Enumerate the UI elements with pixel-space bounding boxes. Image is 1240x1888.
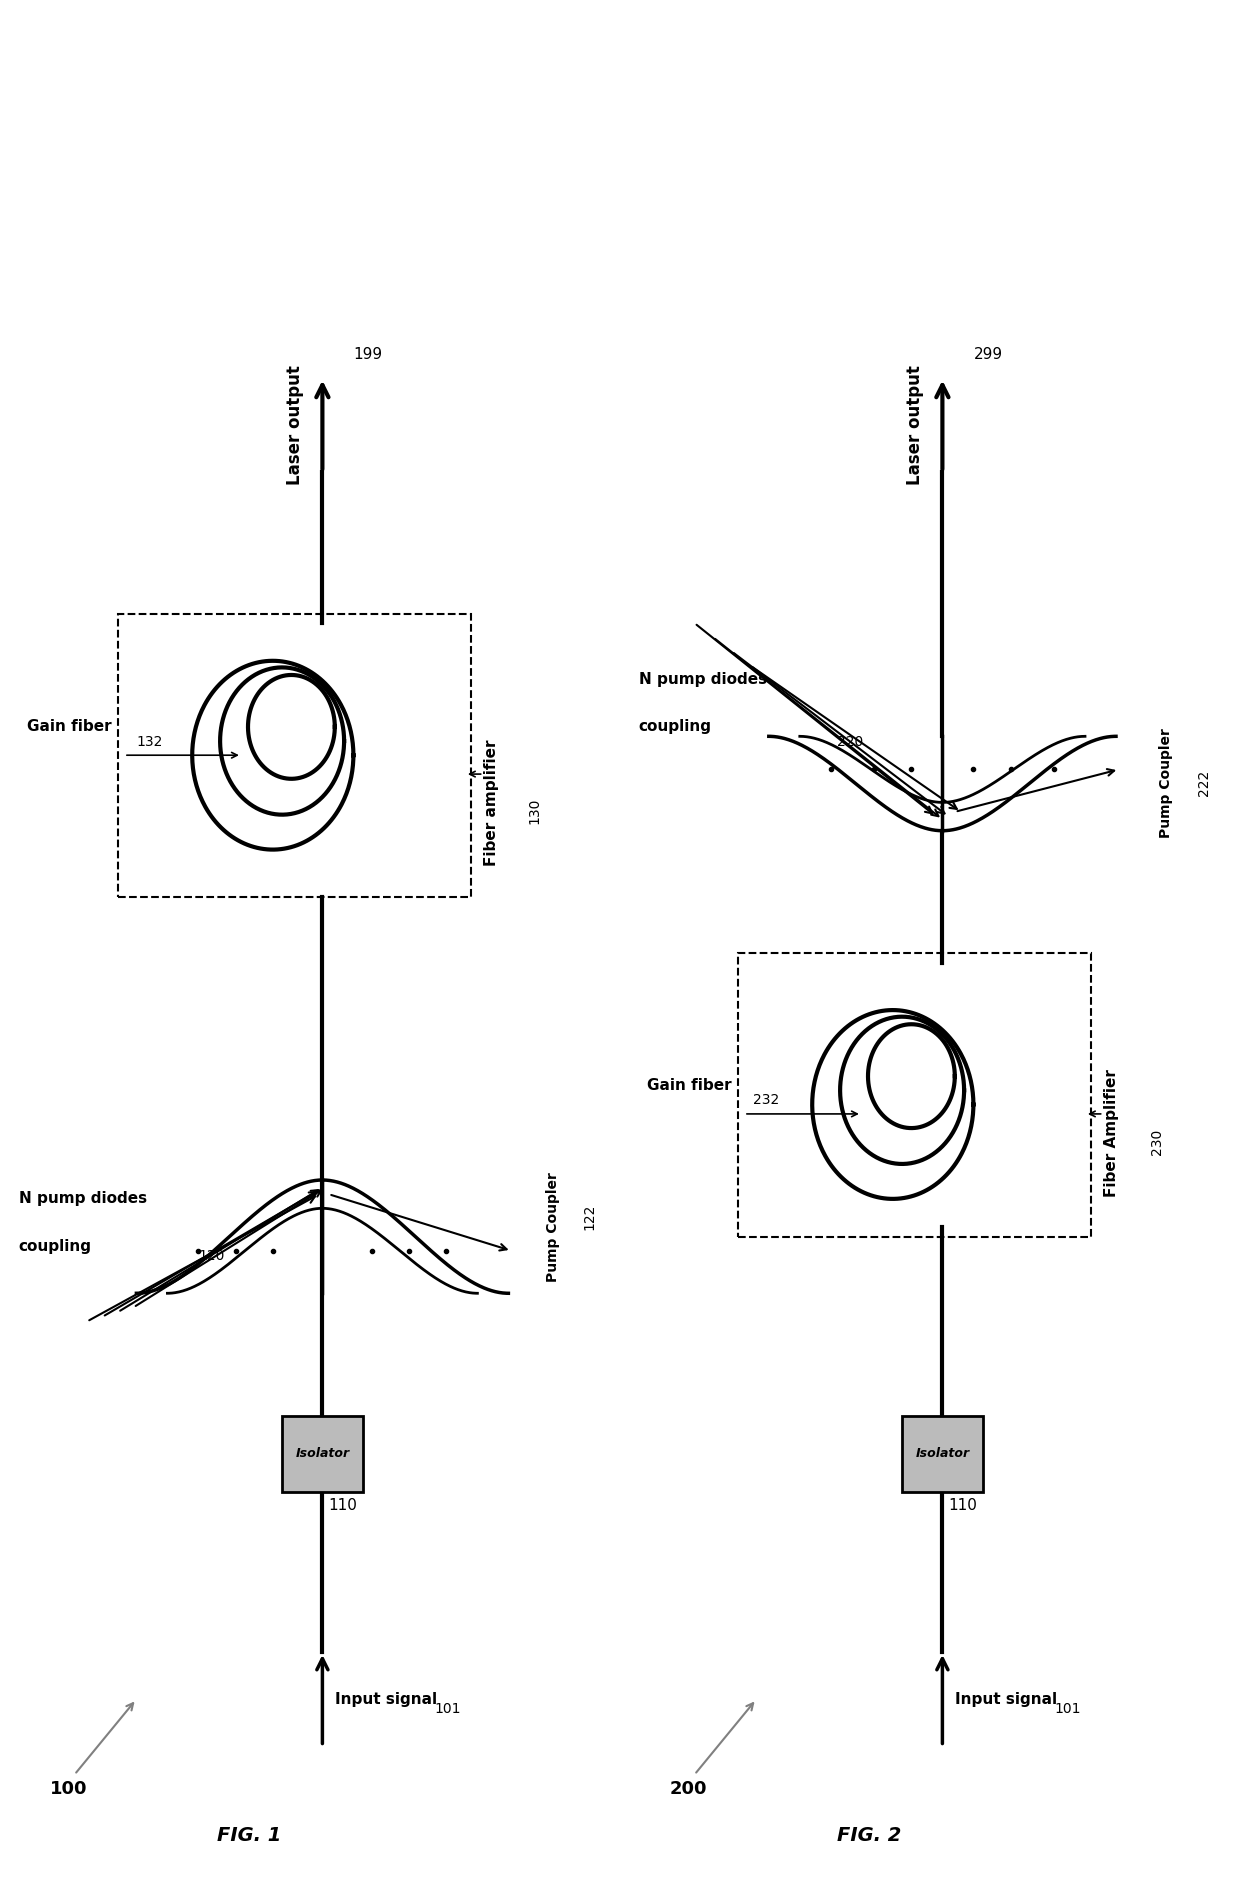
Text: Pump Coupler: Pump Coupler [546, 1172, 559, 1282]
FancyBboxPatch shape [901, 1416, 982, 1492]
Text: 220: 220 [837, 734, 863, 750]
Text: 101: 101 [434, 1703, 460, 1716]
Text: Laser output: Laser output [905, 364, 924, 485]
Text: 222: 222 [1197, 770, 1210, 797]
Text: FIG. 2: FIG. 2 [837, 1826, 901, 1845]
Text: 130: 130 [527, 799, 541, 825]
Text: Input signal: Input signal [335, 1692, 436, 1707]
Text: 200: 200 [670, 1780, 707, 1797]
Text: coupling: coupling [639, 719, 712, 734]
Text: Pump Coupler: Pump Coupler [1159, 729, 1173, 838]
Text: Laser output: Laser output [285, 364, 304, 485]
Text: Gain fiber: Gain fiber [27, 719, 112, 734]
Text: Isolator: Isolator [295, 1448, 350, 1459]
Text: Isolator: Isolator [915, 1448, 970, 1459]
Text: 110: 110 [329, 1499, 357, 1514]
Text: 120: 120 [198, 1250, 224, 1263]
Text: 230: 230 [1149, 1129, 1164, 1155]
Text: 299: 299 [973, 347, 1002, 362]
Text: N pump diodes: N pump diodes [19, 1191, 146, 1206]
FancyBboxPatch shape [281, 1416, 362, 1492]
Text: 199: 199 [353, 347, 382, 362]
Text: Input signal: Input signal [955, 1692, 1056, 1707]
Text: N pump diodes: N pump diodes [639, 672, 766, 687]
Text: 100: 100 [50, 1780, 87, 1797]
Text: Fiber Amplifier: Fiber Amplifier [1104, 1069, 1118, 1197]
Text: 122: 122 [583, 1205, 596, 1231]
Text: FIG. 1: FIG. 1 [217, 1826, 281, 1845]
Text: Gain fiber: Gain fiber [647, 1078, 732, 1093]
Text: coupling: coupling [19, 1239, 92, 1254]
Text: 101: 101 [1054, 1703, 1080, 1716]
Text: 232: 232 [753, 1093, 780, 1108]
Text: 110: 110 [949, 1499, 977, 1514]
Text: 132: 132 [136, 734, 162, 750]
Text: Fiber amplifier: Fiber amplifier [484, 738, 498, 867]
